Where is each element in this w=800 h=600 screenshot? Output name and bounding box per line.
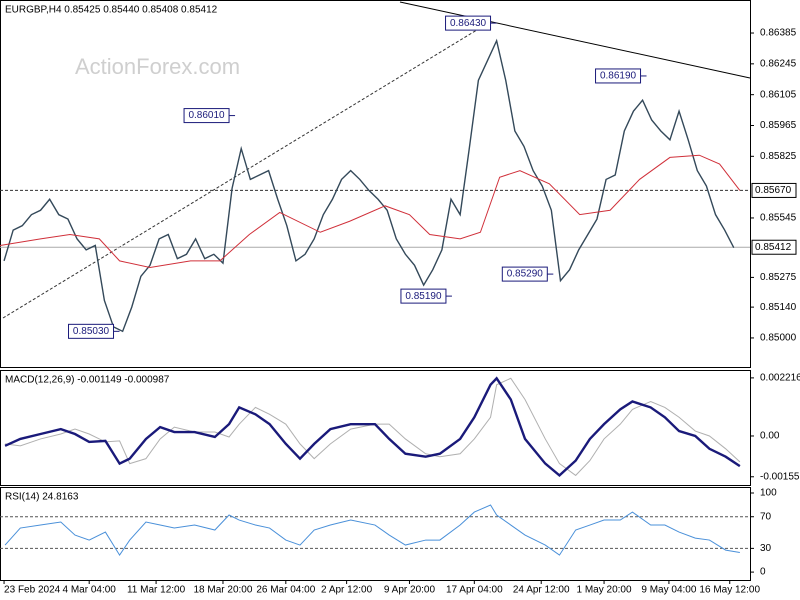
level-tag	[751, 182, 797, 198]
x-tick-label: 18 Mar 20:00	[194, 585, 253, 596]
y-tick-label: 70	[760, 511, 772, 522]
y-tick-label: 0.85140	[760, 302, 797, 313]
x-tick-label: 23 Feb 2024	[4, 585, 61, 596]
y-tick-label: 100	[760, 488, 777, 499]
y-tick-label: 0.86245	[760, 58, 797, 69]
price-line	[3, 38, 735, 333]
annotation-label: 0.86010	[188, 110, 225, 121]
trend-line	[399, 1, 751, 79]
annotation-label: 0.85290	[507, 269, 544, 280]
y-tick-label: 0.85825	[760, 151, 797, 162]
macd-line	[4, 376, 741, 477]
annotation-box	[400, 288, 447, 304]
rsi-line	[4, 504, 740, 557]
panel-title: EURGBP,H4 0.85425 0.85440 0.85408 0.8541…	[5, 5, 218, 16]
x-tick-label: 26 Mar 04:00	[256, 585, 315, 596]
watermark: ActionForex.com	[75, 54, 240, 79]
y-tick-label: 0.85275	[760, 272, 797, 283]
x-tick-label: 16 May 12:00	[699, 585, 760, 596]
annotation-box	[183, 108, 230, 124]
annotation-label: 0.85030	[73, 326, 110, 337]
x-tick-label: 11 Mar 12:00	[127, 585, 186, 596]
x-tick-label: 9 May 04:00	[641, 585, 696, 596]
panel-frame	[0, 370, 751, 486]
level-label: 0.85412	[755, 242, 792, 253]
x-tick-label: 1 May 20:00	[577, 585, 632, 596]
y-tick-label: 0	[760, 567, 766, 578]
annotation-box	[68, 323, 115, 339]
annotation-box	[595, 68, 642, 84]
level-tag	[751, 239, 797, 255]
y-tick-label: -0.001556	[760, 471, 800, 482]
panel-frame	[0, 487, 751, 581]
y-tick-label: 0.86105	[760, 89, 797, 100]
annotation-label: 0.85190	[405, 291, 442, 302]
y-tick-label: 0.002216	[760, 373, 800, 384]
moving-average	[0, 154, 741, 268]
level-label: 0.85670	[755, 185, 792, 196]
x-tick-label: 9 Apr 20:00	[384, 585, 436, 596]
panel-title: MACD(12,26,9) -0.001149 -0.000987	[5, 375, 170, 386]
annotation-box	[501, 266, 548, 282]
annotation-box	[445, 15, 492, 31]
y-tick-label: 0.85965	[760, 120, 797, 131]
annotation-label: 0.86430	[450, 18, 487, 29]
y-tick-label: 0.85000	[760, 333, 797, 344]
panel-title: RSI(14) 24.8163	[5, 492, 79, 503]
y-tick-label: 0.85545	[760, 213, 797, 224]
x-tick-label: 4 Mar 04:00	[63, 585, 117, 596]
y-tick-label: 0.86385	[760, 28, 797, 39]
panel-frame	[0, 0, 751, 368]
y-tick-label: 30	[760, 543, 772, 554]
y-tick-label: 0.00	[760, 431, 780, 442]
annotation-label: 0.86190	[600, 71, 637, 82]
x-tick-label: 2 Apr 12:00	[321, 585, 373, 596]
signal-line	[5, 377, 741, 477]
x-tick-label: 17 Apr 04:00	[446, 585, 503, 596]
x-tick-label: 24 Apr 12:00	[513, 585, 570, 596]
